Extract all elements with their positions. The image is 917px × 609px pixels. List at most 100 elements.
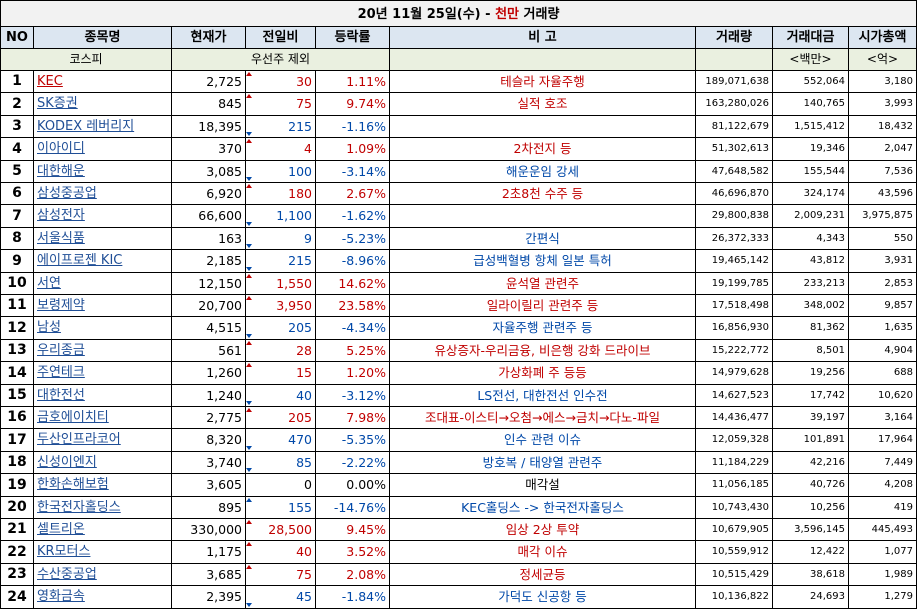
stock-name-link[interactable]: 주연테크	[37, 365, 85, 380]
change-rate: -1.62%	[316, 205, 390, 228]
market-cap: 3,180	[849, 71, 917, 93]
trade-amount: 348,002	[773, 295, 849, 317]
remark: 인수 관련 이슈	[390, 429, 696, 452]
stock-name-link[interactable]: KEC	[37, 74, 63, 89]
current-price: 370	[172, 138, 246, 161]
market-cap: 445,493	[849, 519, 917, 541]
stock-name-link[interactable]: 대한전선	[37, 388, 85, 403]
remark: 윤석열 관련주	[390, 273, 696, 295]
stock-name-cell[interactable]: 이아이디	[34, 138, 172, 161]
stock-name-link[interactable]: 신성이엔지	[37, 455, 97, 470]
stock-name-link[interactable]: KODEX 레버리지	[37, 119, 135, 134]
stock-name-cell[interactable]: 한화손해보험	[34, 474, 172, 497]
stock-name-cell[interactable]: 금호에이치티	[34, 407, 172, 429]
amount-unit: <백만>	[773, 49, 849, 71]
stock-name-cell[interactable]: 영화금속	[34, 586, 172, 609]
stock-name-cell[interactable]: 한국전자홀딩스	[34, 497, 172, 519]
trade-amount: 324,174	[773, 183, 849, 205]
stock-name-cell[interactable]: KR모터스	[34, 541, 172, 564]
stock-name-link[interactable]: 우리종금	[37, 343, 85, 358]
market-label: 코스피	[0, 49, 172, 71]
change-rate: 1.09%	[316, 138, 390, 161]
trade-volume: 19,199,785	[696, 273, 773, 295]
current-price: 3,085	[172, 161, 246, 183]
market-cap: 2,047	[849, 138, 917, 161]
trade-volume: 163,280,026	[696, 93, 773, 116]
stock-name-cell[interactable]: SK증권	[34, 93, 172, 116]
market-cap: 43,596	[849, 183, 917, 205]
trade-amount: 1,515,412	[773, 116, 849, 138]
stock-name-link[interactable]: 대한해운	[37, 164, 85, 179]
trade-volume: 10,136,822	[696, 586, 773, 609]
change-value: 1,550	[246, 273, 316, 295]
stock-name-cell[interactable]: KODEX 레버리지	[34, 116, 172, 138]
stock-name-cell[interactable]: 대한전선	[34, 385, 172, 407]
up-arrow-icon	[246, 565, 252, 569]
stock-name-cell[interactable]: 셀트리온	[34, 519, 172, 541]
change-rate: -1.84%	[316, 586, 390, 609]
row-number: 2	[0, 93, 34, 116]
market-cap: 17,964	[849, 429, 917, 452]
up-arrow-icon	[246, 94, 252, 98]
market-cap: 688	[849, 362, 917, 385]
stock-name-link[interactable]: 삼성전자	[37, 208, 85, 223]
stock-name-cell[interactable]: 남성	[34, 317, 172, 340]
stock-name-link[interactable]: 에이프로젠 KIC	[37, 253, 123, 268]
stock-name-cell[interactable]: 신성이엔지	[34, 452, 172, 474]
trade-volume: 189,071,638	[696, 71, 773, 93]
market-cap: 3,164	[849, 407, 917, 429]
stock-name-link[interactable]: 보령제약	[37, 298, 85, 313]
remark: 정세균등	[390, 564, 696, 586]
stock-name-cell[interactable]: 대한해운	[34, 161, 172, 183]
stock-name-cell[interactable]: 보령제약	[34, 295, 172, 317]
stock-name-cell[interactable]: 수산중공업	[34, 564, 172, 586]
stock-name-link[interactable]: 두산인프라코어	[37, 432, 121, 447]
current-price: 2,395	[172, 586, 246, 609]
change-rate: 9.74%	[316, 93, 390, 116]
stock-name-link[interactable]: SK증권	[37, 96, 78, 111]
stock-name-link[interactable]: 수산중공업	[37, 567, 97, 582]
stock-name-link[interactable]: 금호에이치티	[37, 410, 109, 425]
stock-name-link[interactable]: 남성	[37, 320, 61, 335]
trade-amount: 101,891	[773, 429, 849, 452]
row-number: 15	[0, 385, 34, 407]
market-cap: 1,635	[849, 317, 917, 340]
market-cap: 10,620	[849, 385, 917, 407]
remark: 자율주행 관련주 등	[390, 317, 696, 340]
up-arrow-icon	[246, 184, 252, 188]
stock-name-cell[interactable]: KEC	[34, 71, 172, 93]
stock-name-link[interactable]: 한국전자홀딩스	[37, 500, 121, 515]
stock-name-link[interactable]: 이아이디	[37, 141, 85, 156]
stock-name-cell[interactable]: 서연	[34, 273, 172, 295]
trade-volume: 10,679,905	[696, 519, 773, 541]
stock-name-link[interactable]: 서연	[37, 276, 61, 291]
header-col-note: 비 고	[390, 27, 696, 49]
stock-name-cell[interactable]: 서울식품	[34, 228, 172, 250]
trade-amount: 42,216	[773, 452, 849, 474]
up-arrow-icon	[246, 408, 252, 412]
stock-name-cell[interactable]: 삼성중공업	[34, 183, 172, 205]
stock-name-cell[interactable]: 삼성전자	[34, 205, 172, 228]
change-rate: -5.35%	[316, 429, 390, 452]
stock-name-link[interactable]: 셀트리온	[37, 522, 85, 537]
stock-name-link[interactable]: 서울식품	[37, 231, 85, 246]
trade-amount: 552,064	[773, 71, 849, 93]
stock-name-link[interactable]: 한화손해보험	[37, 477, 109, 492]
up-arrow-icon	[246, 274, 252, 278]
stock-name-cell[interactable]: 주연테크	[34, 362, 172, 385]
market-cap: 550	[849, 228, 917, 250]
stock-name-link[interactable]: KR모터스	[37, 544, 91, 559]
change-rate: 23.58%	[316, 295, 390, 317]
stock-name-cell[interactable]: 에이프로젠 KIC	[34, 250, 172, 273]
stock-name-link[interactable]: 삼성중공업	[37, 186, 97, 201]
change-rate: 3.52%	[316, 541, 390, 564]
header-col-cap: 시가총액	[849, 27, 917, 49]
trade-volume: 14,627,523	[696, 385, 773, 407]
stock-name-link[interactable]: 영화금속	[37, 589, 85, 604]
change-value: 205	[246, 407, 316, 429]
change-rate: 14.62%	[316, 273, 390, 295]
stock-name-cell[interactable]: 우리종금	[34, 340, 172, 362]
trade-volume: 16,856,930	[696, 317, 773, 340]
stock-name-cell[interactable]: 두산인프라코어	[34, 429, 172, 452]
remark: 조대표-이스티→오첨→에스→금치→다노-파일	[390, 407, 696, 429]
